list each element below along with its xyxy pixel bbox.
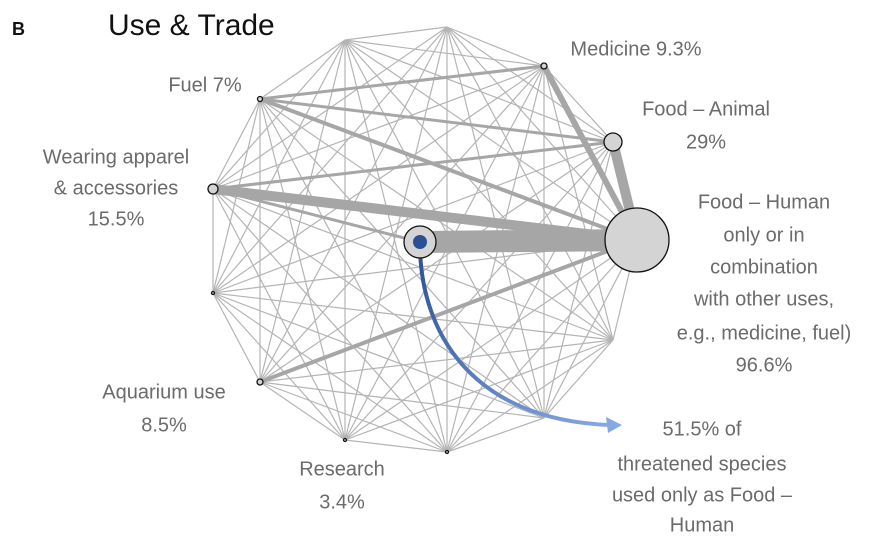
edge (344, 339, 614, 441)
arrow (418, 243, 611, 427)
edge (543, 65, 614, 143)
edge (212, 39, 346, 190)
edge (446, 141, 614, 453)
edge (259, 98, 346, 441)
node (342, 437, 348, 443)
edge (446, 26, 545, 67)
edge (212, 140, 614, 191)
edge (212, 292, 261, 383)
edge (543, 65, 614, 341)
node-label: with other uses, (693, 288, 834, 310)
node (207, 183, 219, 195)
node-label: 8.5% (141, 414, 187, 436)
edge (344, 39, 448, 453)
edge (259, 98, 448, 453)
edge (344, 39, 545, 67)
annotation: Human (670, 514, 734, 536)
node (256, 378, 264, 386)
node (210, 290, 216, 296)
edge (212, 187, 421, 244)
edge (543, 339, 614, 419)
edge (259, 238, 638, 384)
edge (212, 184, 638, 245)
node (256, 95, 264, 103)
edge (212, 292, 346, 441)
edge (212, 39, 346, 294)
edge (344, 39, 545, 419)
edge (259, 39, 346, 100)
node-label: & accessories (54, 177, 179, 199)
node-label: e.g., medicine, fuel) (677, 322, 852, 344)
highlight-node (413, 235, 427, 249)
edge (344, 439, 448, 453)
edge (543, 239, 638, 419)
edge (212, 65, 545, 190)
edge (259, 97, 614, 144)
node-label: only or in (723, 224, 804, 246)
edge (344, 26, 448, 41)
edge (344, 39, 614, 143)
edge (446, 239, 638, 453)
edge (259, 97, 638, 242)
node-label: Food – Human (698, 191, 830, 213)
annotation: threatened species (617, 453, 786, 475)
title: Use & Trade (108, 9, 275, 42)
edge (259, 381, 545, 419)
edge (212, 188, 448, 453)
panel-label: B (12, 19, 25, 39)
edge (446, 339, 614, 453)
node-label: Wearing apparel (43, 146, 189, 168)
node (444, 449, 450, 455)
edge (344, 26, 448, 441)
edge (212, 292, 448, 453)
edge (259, 339, 614, 383)
node (540, 62, 548, 70)
edge (446, 26, 614, 143)
edge (259, 381, 346, 441)
edge (344, 39, 638, 241)
node-label: 3.4% (319, 491, 365, 513)
edge (446, 417, 545, 453)
node-label: 29% (686, 131, 726, 153)
edge (259, 381, 448, 453)
edge (344, 239, 638, 441)
node-label: 96.6% (736, 354, 793, 376)
node-label: Food – Animal (642, 98, 770, 120)
annotation: 51.5% of (663, 418, 742, 440)
node-label: Fuel 7% (168, 74, 242, 96)
edge (446, 26, 614, 341)
edge (259, 141, 614, 383)
node (603, 132, 623, 152)
annotation: used only as Food – (612, 484, 793, 506)
node-label: Aquarium use (102, 381, 225, 403)
edge (212, 188, 614, 341)
edge (259, 98, 545, 419)
node (604, 207, 670, 273)
edges (212, 26, 642, 453)
node-label: 15.5% (88, 208, 145, 230)
edge (212, 292, 545, 419)
edge (344, 39, 614, 341)
edge (259, 64, 545, 101)
node-label: Research (299, 458, 385, 480)
edge (212, 98, 261, 190)
edge (541, 64, 640, 242)
edge (212, 26, 448, 294)
edge (259, 65, 545, 383)
arrow-head (606, 417, 622, 433)
node-label: combination (710, 256, 818, 278)
node-label: Medicine 9.3% (570, 38, 701, 60)
edge (344, 141, 614, 441)
edge (212, 188, 346, 441)
